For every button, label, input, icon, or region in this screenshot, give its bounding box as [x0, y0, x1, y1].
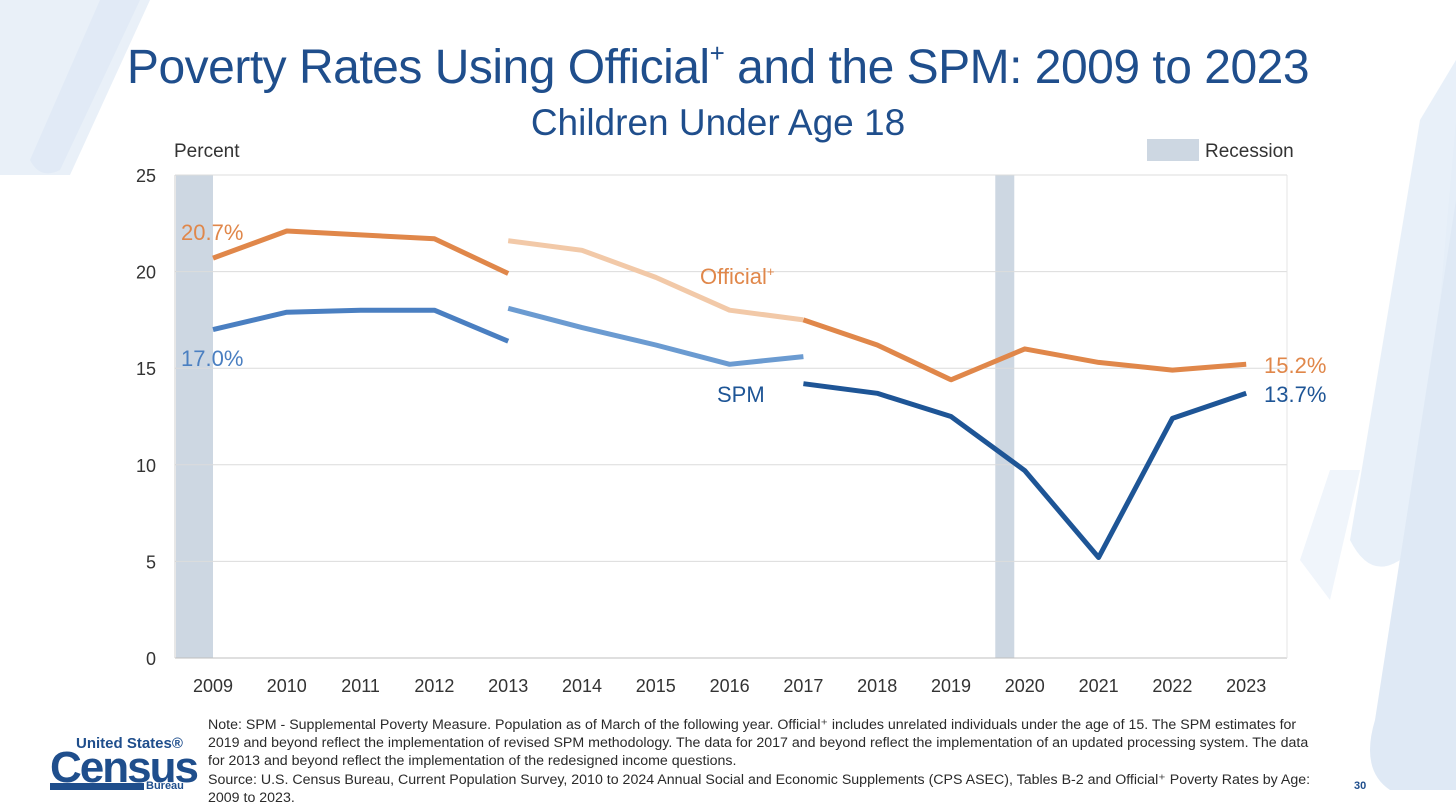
- source-text: Source: U.S. Census Bureau, Current Popu…: [208, 771, 1311, 806]
- x-tick-label: 2018: [857, 676, 897, 696]
- recession-band: [995, 175, 1015, 658]
- y-tick-label: 10: [136, 456, 156, 476]
- series-line-spm: [507, 305, 804, 367]
- x-tick-label: 2020: [1005, 676, 1045, 696]
- line-chart: 0 5 10 15 20 25 Percent 2009 2010 2011 2012 2013 201…: [136, 139, 1326, 696]
- series-line-spm: [803, 381, 1248, 560]
- series-label-official: Official+: [700, 264, 774, 289]
- data-label-official-2023: 15.2%: [1264, 353, 1326, 378]
- x-tick-label: 2009: [193, 676, 233, 696]
- data-label-official-2009: 20.7%: [181, 220, 243, 245]
- series-line-spm: [212, 307, 510, 344]
- series-label-official-sup: +: [767, 264, 775, 279]
- footnotes: Note: SPM - Supplemental Poverty Measure…: [208, 716, 1318, 807]
- y-tick-label: 5: [146, 552, 156, 572]
- series-line-official: [212, 228, 510, 276]
- x-tick-label: 2012: [414, 676, 454, 696]
- x-tick-label: 2011: [341, 676, 380, 696]
- x-tick-label: 2016: [710, 676, 750, 696]
- y-axis-label: Percent: [174, 141, 240, 162]
- series-line-official: [802, 317, 1247, 383]
- data-label-spm-2023: 13.7%: [1264, 382, 1326, 407]
- series-label-spm: SPM: [717, 382, 765, 407]
- y-tick-label: 25: [136, 166, 156, 186]
- y-tick-label: 0: [146, 649, 156, 669]
- series-line-official: [507, 238, 804, 323]
- data-label-spm-2009: 17.0%: [181, 346, 243, 371]
- census-logo: United States® Census Bureau: [50, 735, 199, 792]
- y-tick-label: 20: [136, 263, 156, 283]
- y-tick-label: 15: [136, 359, 156, 379]
- legend-label-recession: Recession: [1205, 141, 1294, 162]
- chart-subtitle: Children Under Age 18: [530, 102, 906, 143]
- recession-band: [176, 175, 213, 658]
- note-text: Note: SPM - Supplemental Poverty Measure…: [208, 717, 1309, 770]
- x-tick-label: 2013: [488, 676, 528, 696]
- page-number: 30: [1354, 780, 1367, 792]
- x-tick-label: 2022: [1152, 676, 1192, 696]
- x-tick-label: 2019: [931, 676, 971, 696]
- x-tick-label: 2015: [636, 676, 676, 696]
- x-tick-label: 2021: [1079, 676, 1119, 696]
- legend-swatch-recession: [1147, 139, 1199, 161]
- x-tick-label: 2023: [1226, 676, 1266, 696]
- x-tick-label: 2017: [783, 676, 823, 696]
- x-tick-label: 2014: [562, 676, 602, 696]
- x-tick-label: 2010: [267, 676, 307, 696]
- chart-title: Poverty Rates Using Official+ and the SP…: [126, 38, 1310, 94]
